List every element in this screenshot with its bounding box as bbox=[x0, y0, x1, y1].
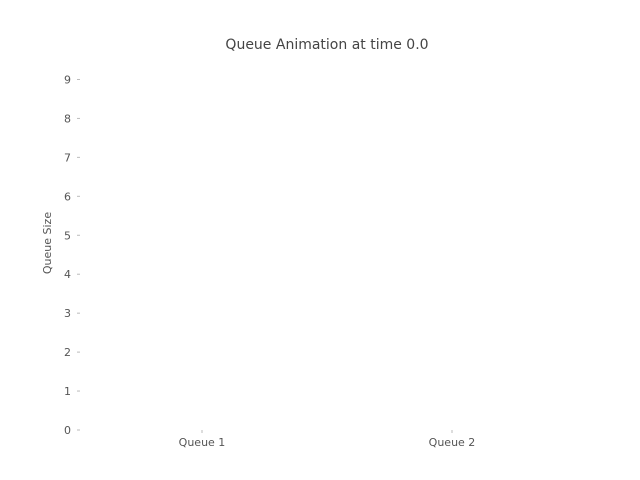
y-tick-label: 9 bbox=[64, 73, 71, 86]
y-tick-label: 1 bbox=[64, 385, 71, 398]
chart-title: Queue Animation at time 0.0 bbox=[225, 37, 428, 53]
y-axis: 0 1 2 3 4 5 6 7 8 9 bbox=[64, 73, 80, 437]
y-tick-label: 7 bbox=[64, 151, 71, 164]
y-tick-label: 2 bbox=[64, 346, 71, 359]
y-tick-label: 3 bbox=[64, 307, 71, 320]
x-tick-label: Queue 2 bbox=[429, 436, 476, 449]
x-tick-label: Queue 1 bbox=[179, 436, 226, 449]
y-tick-label: 8 bbox=[64, 112, 71, 125]
y-tick-label: 4 bbox=[64, 268, 71, 281]
y-tick-label: 0 bbox=[64, 424, 71, 437]
y-axis-label: Queue Size bbox=[41, 212, 54, 274]
x-axis: Queue 1 Queue 2 bbox=[179, 430, 476, 449]
y-tick-label: 6 bbox=[64, 190, 71, 203]
y-tick-label: 5 bbox=[64, 229, 71, 242]
